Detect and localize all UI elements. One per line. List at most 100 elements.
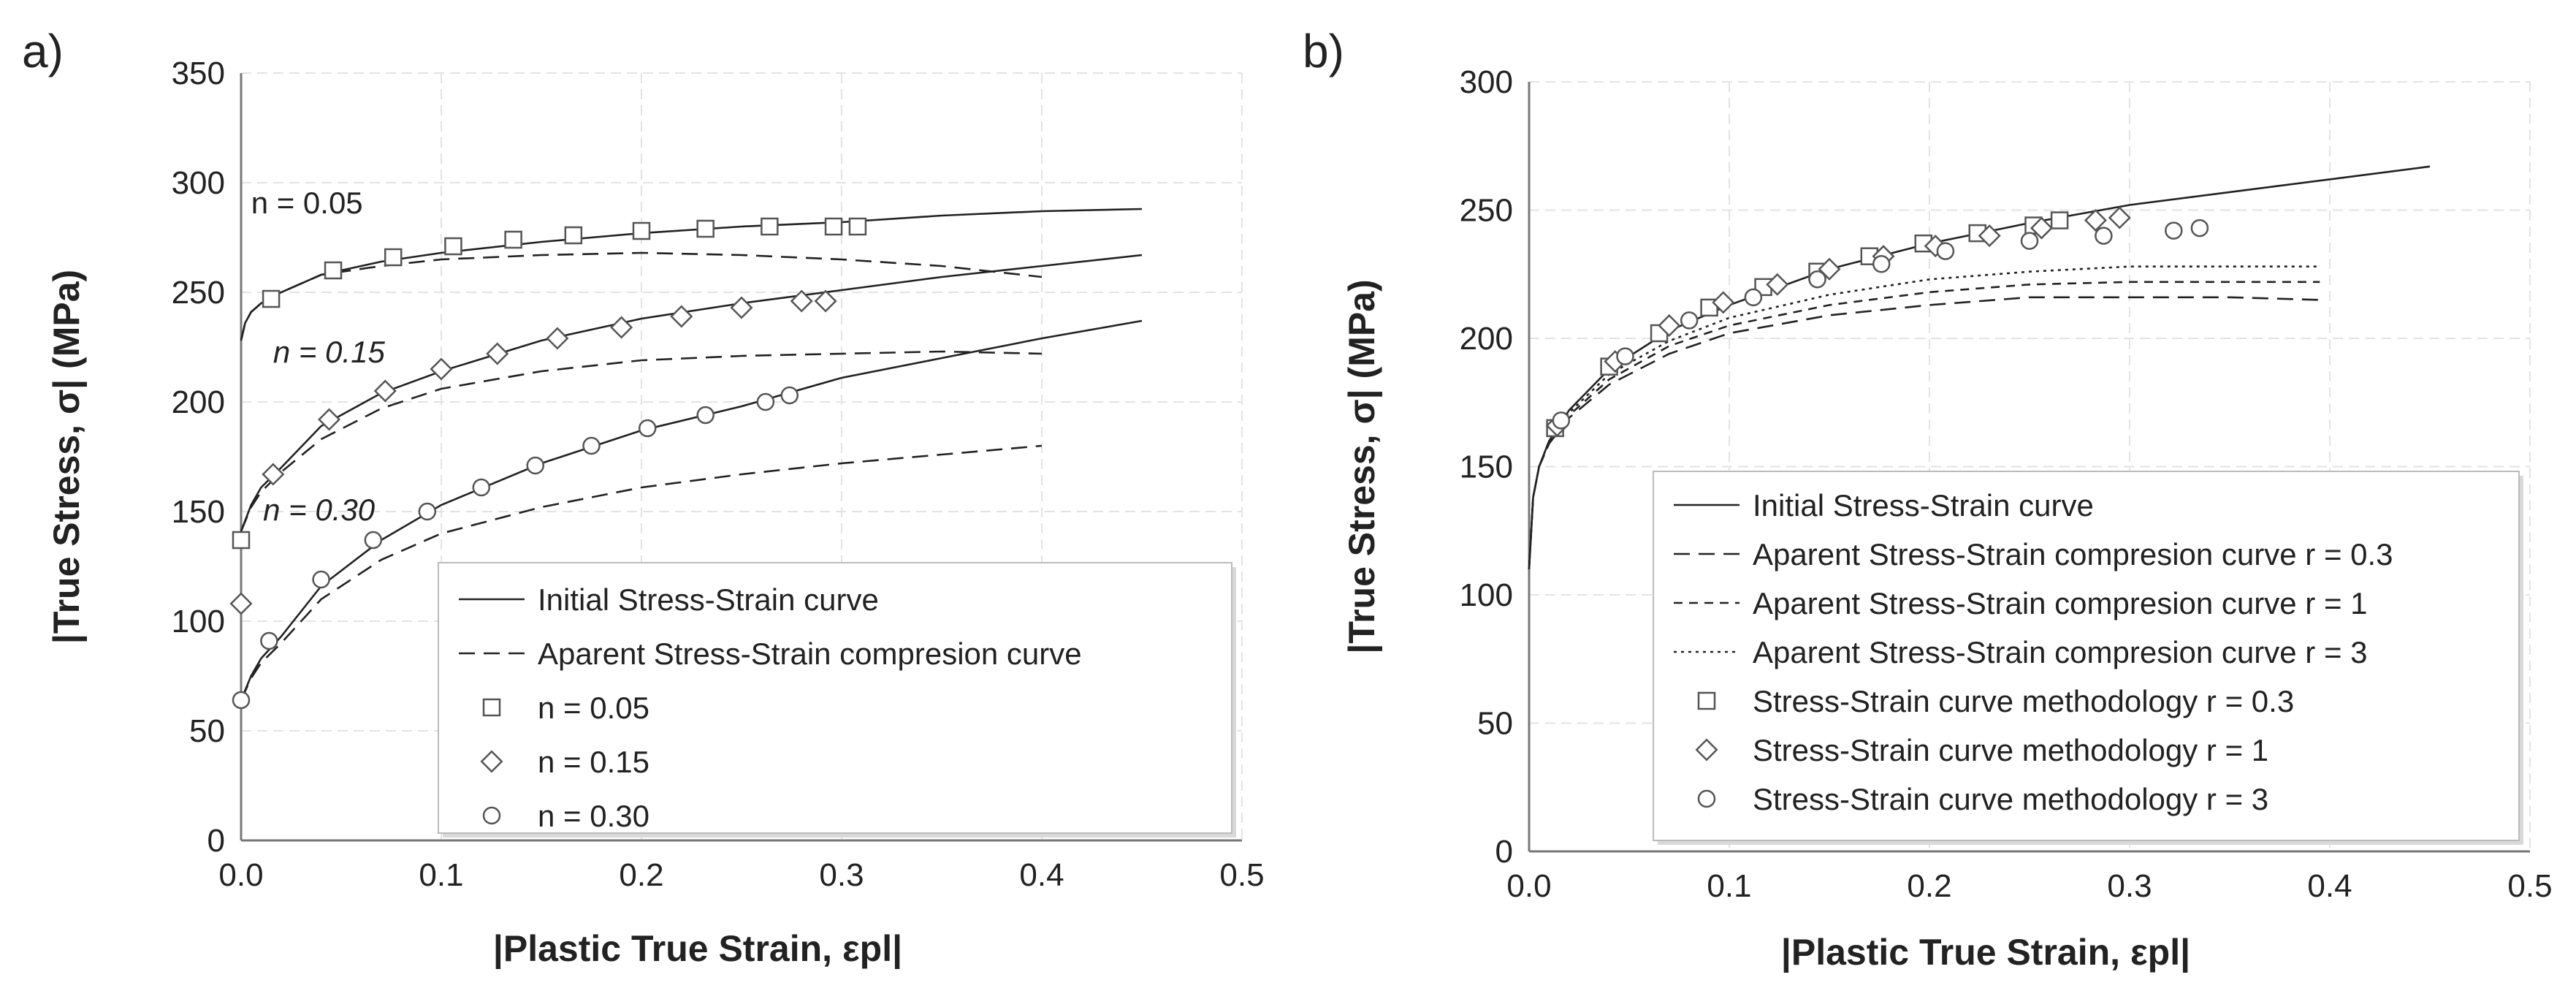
y-tick-label: 50: [189, 713, 225, 749]
data-point-diamond: [730, 296, 753, 319]
data-point-circle: [696, 406, 715, 425]
series-line-dashed: [240, 444, 1043, 701]
y-tick-label: 200: [172, 384, 225, 420]
x-tick-label: 0.0: [218, 857, 263, 893]
chart-b-legend: Initial Stress-Strain curve Aparent Stres…: [1653, 471, 2523, 845]
data-point-diamond: [1978, 224, 2001, 248]
legend-label: n = 0.15: [538, 745, 649, 779]
legend-box: [438, 562, 1232, 834]
data-point-square: [848, 217, 867, 236]
data-point-diamond: [790, 289, 813, 313]
data-point-diamond: [318, 408, 341, 431]
data-point-diamond: [670, 305, 693, 328]
panel-label-a: a): [22, 25, 64, 77]
data-point-circle: [260, 631, 278, 650]
data-point-diamond: [2030, 216, 2053, 240]
data-point-circle: [638, 419, 657, 438]
chart-a-x-axis-title: |Plastic True Strain, εpl|: [493, 928, 902, 970]
data-point-diamond: [373, 379, 397, 403]
data-point-square: [232, 531, 251, 550]
chart-b-axes: [1528, 82, 2530, 853]
y-tick-label: 200: [1460, 321, 1513, 357]
x-tick-label: 0.0: [1506, 868, 1551, 904]
data-point-square: [444, 237, 462, 256]
y-tick-label: 100: [1460, 577, 1513, 613]
x-tick-label: 0.2: [1907, 868, 1951, 904]
data-point-circle: [418, 502, 437, 521]
series-line-shortdash: [1528, 281, 2320, 569]
data-point-square: [824, 217, 843, 236]
series-line-solid: [240, 319, 1143, 701]
data-point-circle: [2020, 232, 2039, 250]
data-point-circle: [1616, 347, 1634, 365]
data-point-circle: [1744, 288, 1763, 307]
data-point-diamond: [1658, 314, 1681, 337]
data-point-circle: [2095, 227, 2113, 245]
data-point-diamond: [229, 592, 253, 615]
curve-annotation: n = 0.15: [273, 335, 386, 369]
chart-b-x-axis-title: |Plastic True Strain, εpl|: [1781, 932, 2190, 973]
data-point-diamond: [1766, 273, 1789, 296]
legend-label: Aparent Stress-Strain compresion curve r…: [1753, 586, 2368, 620]
y-tick-label: 0: [1495, 834, 1513, 870]
chart-a-annotations: n = 0.05 n = 0.15 n = 0.30: [251, 186, 386, 527]
data-point-diamond: [814, 289, 837, 313]
data-point-square: [761, 217, 779, 236]
chart-panel-b: b) 0 50 100 150 200 250 300 0.0 0.1 0.2 0.3 0.4 0.5 …: [1288, 0, 2576, 995]
legend-marker-diamond: [480, 750, 503, 773]
series-line-dotted: [1528, 265, 2320, 569]
x-tick-label: 0.2: [619, 857, 663, 893]
data-point-square: [632, 221, 651, 240]
data-point-square: [2050, 211, 2069, 229]
chart-b-series: [1528, 165, 2431, 569]
chart-a-legend: Initial Stress-Strain curve Aparent Stres…: [438, 562, 1236, 837]
data-point-square: [324, 261, 343, 280]
legend-box: [1653, 471, 2520, 841]
data-point-square: [564, 226, 583, 245]
x-tick-label: 0.4: [2307, 868, 2352, 904]
data-point-square: [262, 289, 281, 308]
series-line-dashed: [240, 350, 1043, 532]
y-tick-label: 100: [172, 604, 225, 639]
x-tick-label: 0.1: [419, 857, 463, 893]
legend-marker-square: [482, 698, 501, 717]
data-point-square: [384, 248, 403, 267]
data-point-diamond: [1712, 291, 1735, 314]
y-tick-label: 350: [172, 56, 225, 91]
x-tick-label: 0.3: [819, 857, 864, 893]
legend-marker-circle: [482, 806, 501, 825]
series-line-solid: [240, 208, 1143, 341]
data-point-circle: [780, 386, 799, 405]
y-tick-label: 300: [172, 165, 225, 201]
legend-label: Stress-Strain curve methodology r = 0.3: [1753, 684, 2294, 718]
y-tick-label: 250: [1460, 193, 1513, 229]
legend-label: Stress-Strain curve methodology r = 1: [1753, 733, 2268, 767]
x-tick-label: 0.4: [1019, 857, 1064, 893]
data-point-square: [504, 230, 522, 249]
data-point-circle: [1680, 311, 1699, 330]
chart-panel-a: a) 0 50 100 150 200 250 300 350 0.0 0.1 0.2 0.3 0.4 0…: [0, 0, 1288, 995]
chart-a-y-axis-title: |True Stress, σ| (MPa): [46, 270, 88, 644]
series-line-dashed: [240, 251, 1043, 341]
data-point-circle: [1872, 254, 1891, 273]
data-point-circle: [2165, 221, 2183, 240]
data-point-circle: [1936, 242, 1955, 260]
y-tick-label: 50: [1477, 706, 1513, 742]
panel-label-b: b): [1303, 25, 1344, 77]
legend-marker-square: [1697, 691, 1716, 710]
chart-a-axes: [240, 73, 1242, 842]
legend-label: n = 0.05: [538, 691, 649, 725]
data-point-diamond: [486, 342, 509, 365]
data-point-circle: [526, 456, 545, 475]
data-point-diamond: [430, 357, 453, 381]
data-point-diamond: [610, 316, 633, 339]
legend-label: Initial Stress-Strain curve: [1753, 488, 2094, 523]
data-point-circle: [2190, 219, 2209, 238]
data-point-square: [696, 219, 715, 238]
data-point-circle: [232, 691, 251, 710]
y-tick-label: 300: [1460, 64, 1513, 100]
y-tick-label: 250: [172, 275, 225, 311]
legend-marker-circle: [1697, 789, 1716, 808]
legend-marker-diamond: [1695, 738, 1718, 761]
